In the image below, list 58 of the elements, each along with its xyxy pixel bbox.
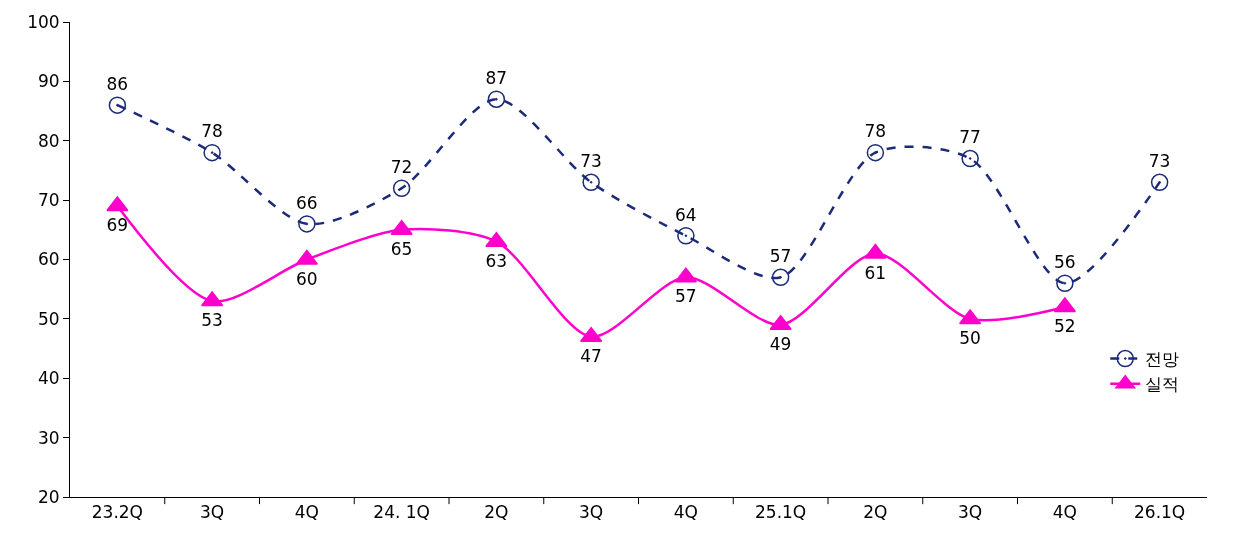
x-tick-label: 3Q: [958, 502, 983, 523]
data-label: 78: [201, 121, 223, 142]
data-label: 66: [296, 192, 318, 213]
data-label: 52: [1054, 316, 1076, 336]
y-tick-label: 60: [37, 249, 60, 270]
point: [108, 96, 127, 114]
data-label: 78: [864, 121, 887, 142]
data-label: 50: [959, 327, 981, 348]
point: [487, 90, 506, 108]
data-label: 47: [580, 345, 602, 366]
data-label: 56: [1054, 252, 1076, 272]
y-tick-label: 20: [37, 486, 60, 507]
point: [1056, 274, 1074, 292]
data-label: 65: [390, 238, 413, 259]
data-label: 87: [485, 67, 508, 88]
point: [961, 149, 979, 168]
y-tick-label: 30: [37, 427, 60, 448]
y-tick-label: 70: [37, 190, 60, 211]
point: [298, 215, 316, 233]
point: [771, 268, 790, 287]
y-tick-label: 80: [37, 130, 60, 151]
data-label: 77: [959, 127, 981, 148]
x-tick-label: 4Q: [1052, 502, 1077, 523]
y-tick-label: 40: [37, 368, 60, 389]
x-tick-label: 2Q: [484, 502, 509, 523]
x-tick-label: 24. 1Q: [373, 502, 430, 523]
x-tick-label: 23.2Q: [91, 502, 143, 523]
x-tick-label: 3Q: [579, 502, 604, 523]
data-label: 61: [864, 262, 887, 283]
data-label: 53: [201, 310, 223, 331]
data-label: 72: [390, 157, 413, 177]
legend-label: 실적: [1145, 374, 1180, 395]
data-label: 64: [675, 204, 697, 225]
point: [392, 179, 411, 197]
y-tick-label: 90: [37, 71, 60, 92]
point: [582, 173, 600, 192]
data-label: 60: [296, 268, 318, 289]
data-label: 73: [580, 151, 602, 172]
point: [677, 227, 695, 245]
data-label: 57: [675, 286, 697, 307]
data-label: 86: [106, 73, 129, 94]
point: [1150, 173, 1169, 192]
x-tick-label: 26.1Q: [1134, 502, 1186, 523]
point: [203, 143, 221, 162]
y-tick-label: 100: [27, 11, 60, 32]
x-tick-label: 4Q: [294, 502, 319, 523]
data-label: 69: [106, 215, 129, 236]
legend-label: 전망: [1145, 349, 1180, 370]
data-label: 57: [769, 246, 792, 267]
data-label: 63: [485, 250, 508, 271]
point: [866, 143, 885, 162]
data-label: 73: [1148, 151, 1171, 172]
y-tick-label: 50: [37, 308, 60, 329]
data-label: 49: [769, 333, 792, 354]
x-tick-label: 25.1Q: [755, 502, 807, 523]
x-tick-label: 3Q: [200, 502, 225, 523]
x-tick-label: 4Q: [673, 502, 698, 523]
x-tick-label: 2Q: [863, 502, 888, 523]
